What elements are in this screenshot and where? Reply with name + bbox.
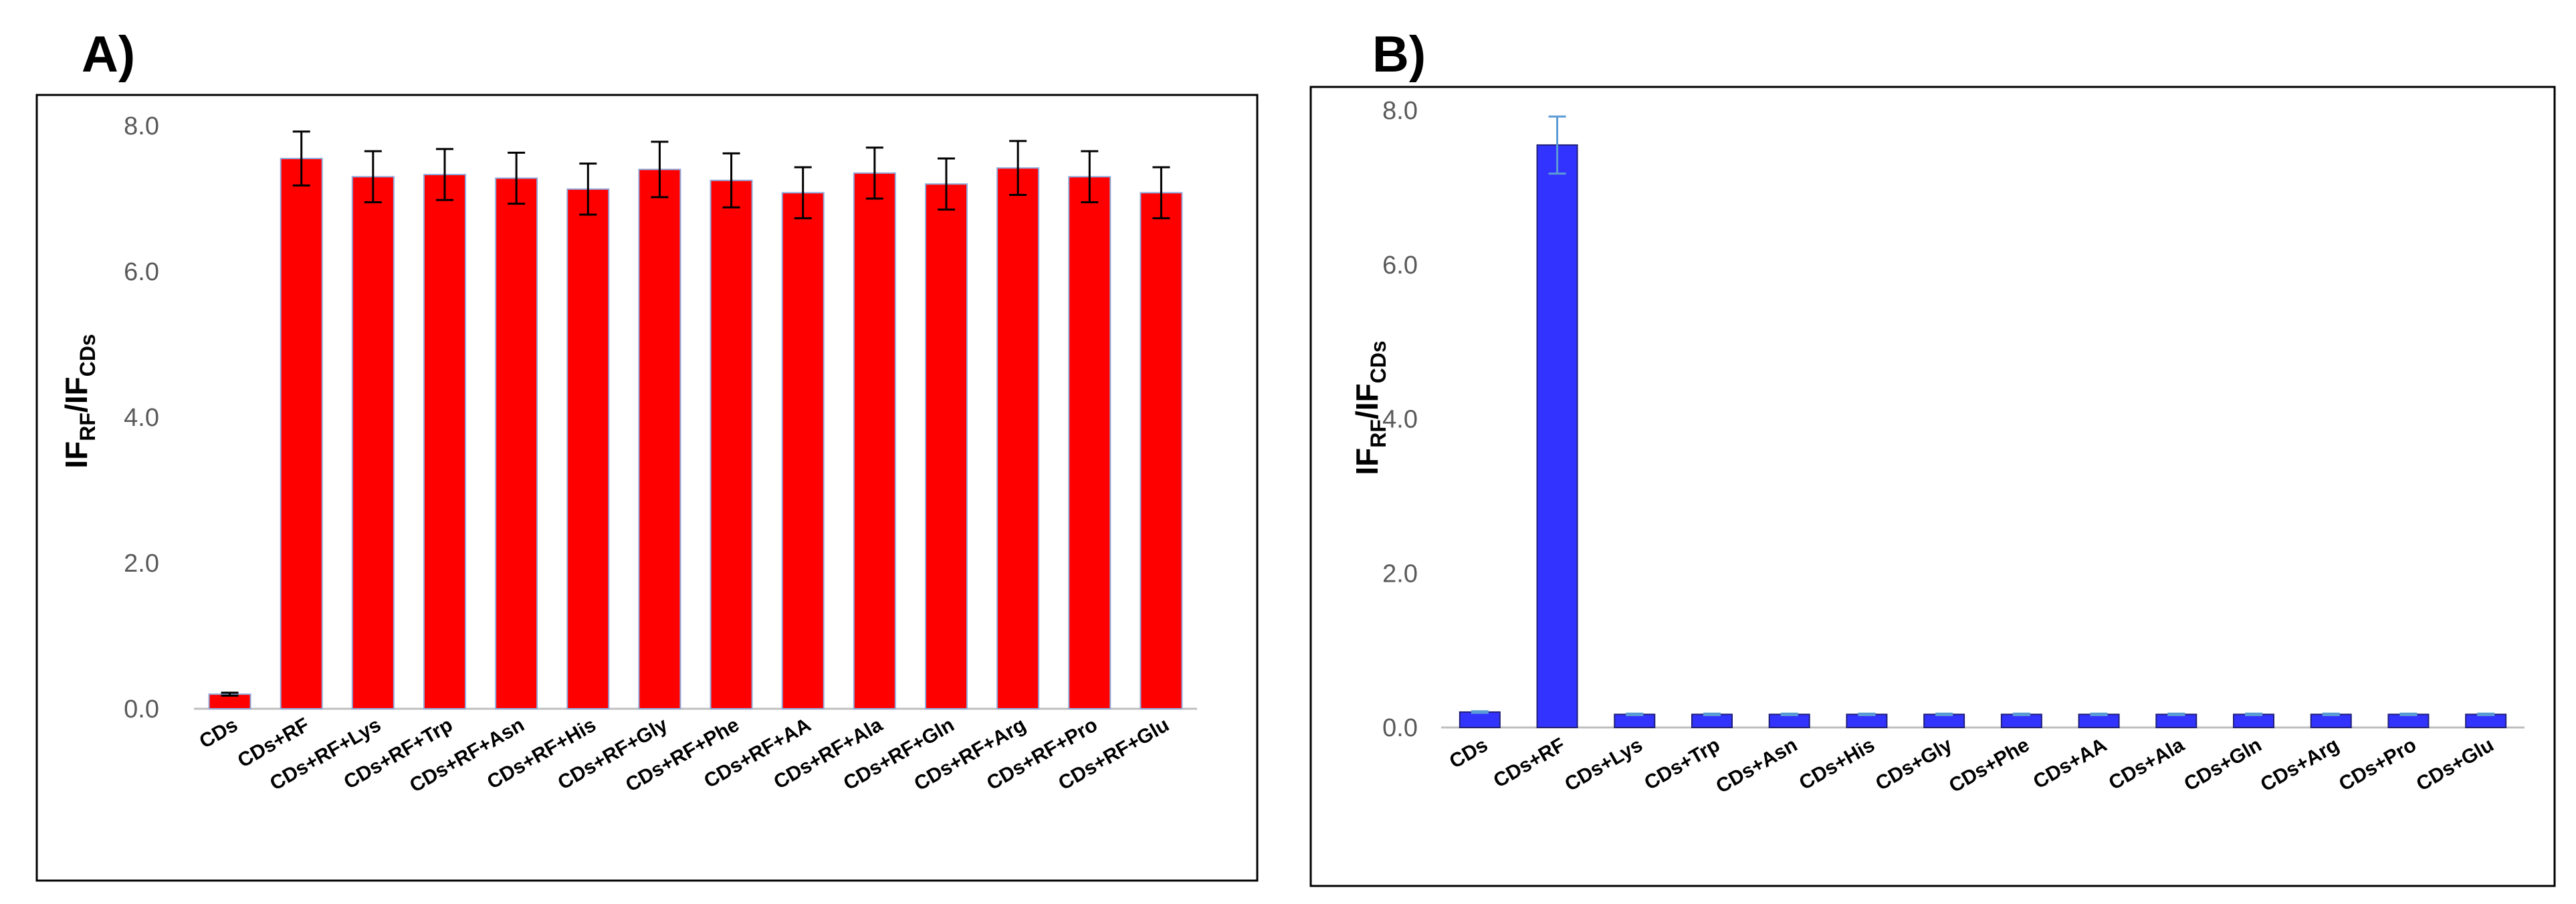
- panel-b-category-label: CDs+Gly: [1872, 733, 1956, 795]
- panel-b-bar: [2000, 713, 2042, 728]
- panel-b-bar: [2078, 713, 2120, 728]
- panel-a-bar: [351, 176, 395, 709]
- panel-a-ytick-label: 0.0: [124, 695, 159, 723]
- panel-a-bar: [1068, 176, 1111, 709]
- panel-a-ytick-label: 2.0: [124, 550, 159, 578]
- panel-b-category-label: CDs+Ala: [2105, 733, 2188, 794]
- panel-b-category-label: CDs+AA: [2030, 733, 2111, 793]
- panel-b-category-label: CDs+Phe: [1945, 733, 2033, 797]
- panel-b-bar: [2387, 713, 2430, 728]
- panel-b-category-label: CDs+Glu: [2413, 733, 2498, 795]
- panel-a-bar: [781, 192, 825, 709]
- panel-a-bar: [996, 167, 1040, 710]
- panel-a-label: A): [82, 26, 136, 83]
- panel-a-category-label: CDs: [196, 713, 241, 753]
- panel-a-bar: [423, 174, 466, 709]
- panel-b-category-label: CDs+Pro: [2335, 733, 2420, 795]
- panel-b-bar: [1768, 713, 1810, 728]
- panel-b-bar: [1459, 711, 1501, 729]
- panel-b-category-label: CDs+Gln: [2181, 733, 2266, 795]
- panel-b-chart: 0.02.04.06.08.0CDsCDs+RFCDs+LysCDs+TrpCD…: [1350, 97, 2525, 798]
- panel-b-bar: [2155, 713, 2197, 728]
- panel-b-ytick-label: 0.0: [1382, 714, 1418, 742]
- panel-a-bar: [853, 172, 896, 710]
- panel-b-category-label: CDs+His: [1796, 733, 1879, 794]
- panel-b-category-label: CDs+RF: [1490, 733, 1569, 792]
- panel-b-bar: [1691, 713, 1733, 728]
- panel-b-bar: [2233, 713, 2274, 728]
- panel-a-ytick-label: 6.0: [124, 258, 159, 286]
- panel-b-bar: [2465, 713, 2507, 728]
- panel-a-y-axis-title: IFRF/IFCDs: [59, 334, 100, 468]
- panel-b-ytick-label: 8.0: [1382, 97, 1418, 125]
- panel-b-ytick-label: 6.0: [1382, 251, 1418, 279]
- panel-a-bar: [925, 183, 968, 709]
- panel-a-ytick-label: 8.0: [124, 112, 159, 140]
- panel-b-bar: [1614, 713, 1656, 728]
- panel-b-bar: [2310, 713, 2352, 728]
- panel-b-category-label: CDs+Arg: [2257, 733, 2343, 796]
- panel-a-ytick-label: 4.0: [124, 404, 159, 432]
- panel-a-frame: [35, 94, 1259, 882]
- panel-b-ytick-label: 4.0: [1382, 406, 1418, 434]
- panel-a-bar: [1140, 192, 1183, 709]
- panel-a-bar: [566, 188, 610, 709]
- panel-b-label: B): [1372, 26, 1426, 83]
- panel-b-ytick-label: 2.0: [1382, 560, 1418, 588]
- panel-a-bar: [280, 158, 323, 710]
- panel-b-category-label: CDs: [1446, 733, 1491, 773]
- panel-b-bar: [1536, 144, 1578, 728]
- panel-b-bar: [1846, 713, 1888, 728]
- panel-a-chart: 0.02.04.06.08.0CDsCDs+RFCDs+RF+LysCDs+RF…: [59, 112, 1197, 797]
- panel-b-y-axis-title: IFRF/IFCDs: [1350, 340, 1390, 475]
- panel-a-bar: [638, 168, 681, 709]
- panel-a-bar: [710, 179, 753, 709]
- panel-b-frame: [1309, 86, 2556, 887]
- panel-b-bar: [1923, 713, 1965, 728]
- panel-b-category-label: CDs+Asn: [1712, 733, 1801, 798]
- panel-a-bar: [495, 177, 538, 710]
- panel-b-category-label: CDs+Trp: [1640, 733, 1723, 794]
- panel-b-category-label: CDs+Lys: [1561, 733, 1646, 796]
